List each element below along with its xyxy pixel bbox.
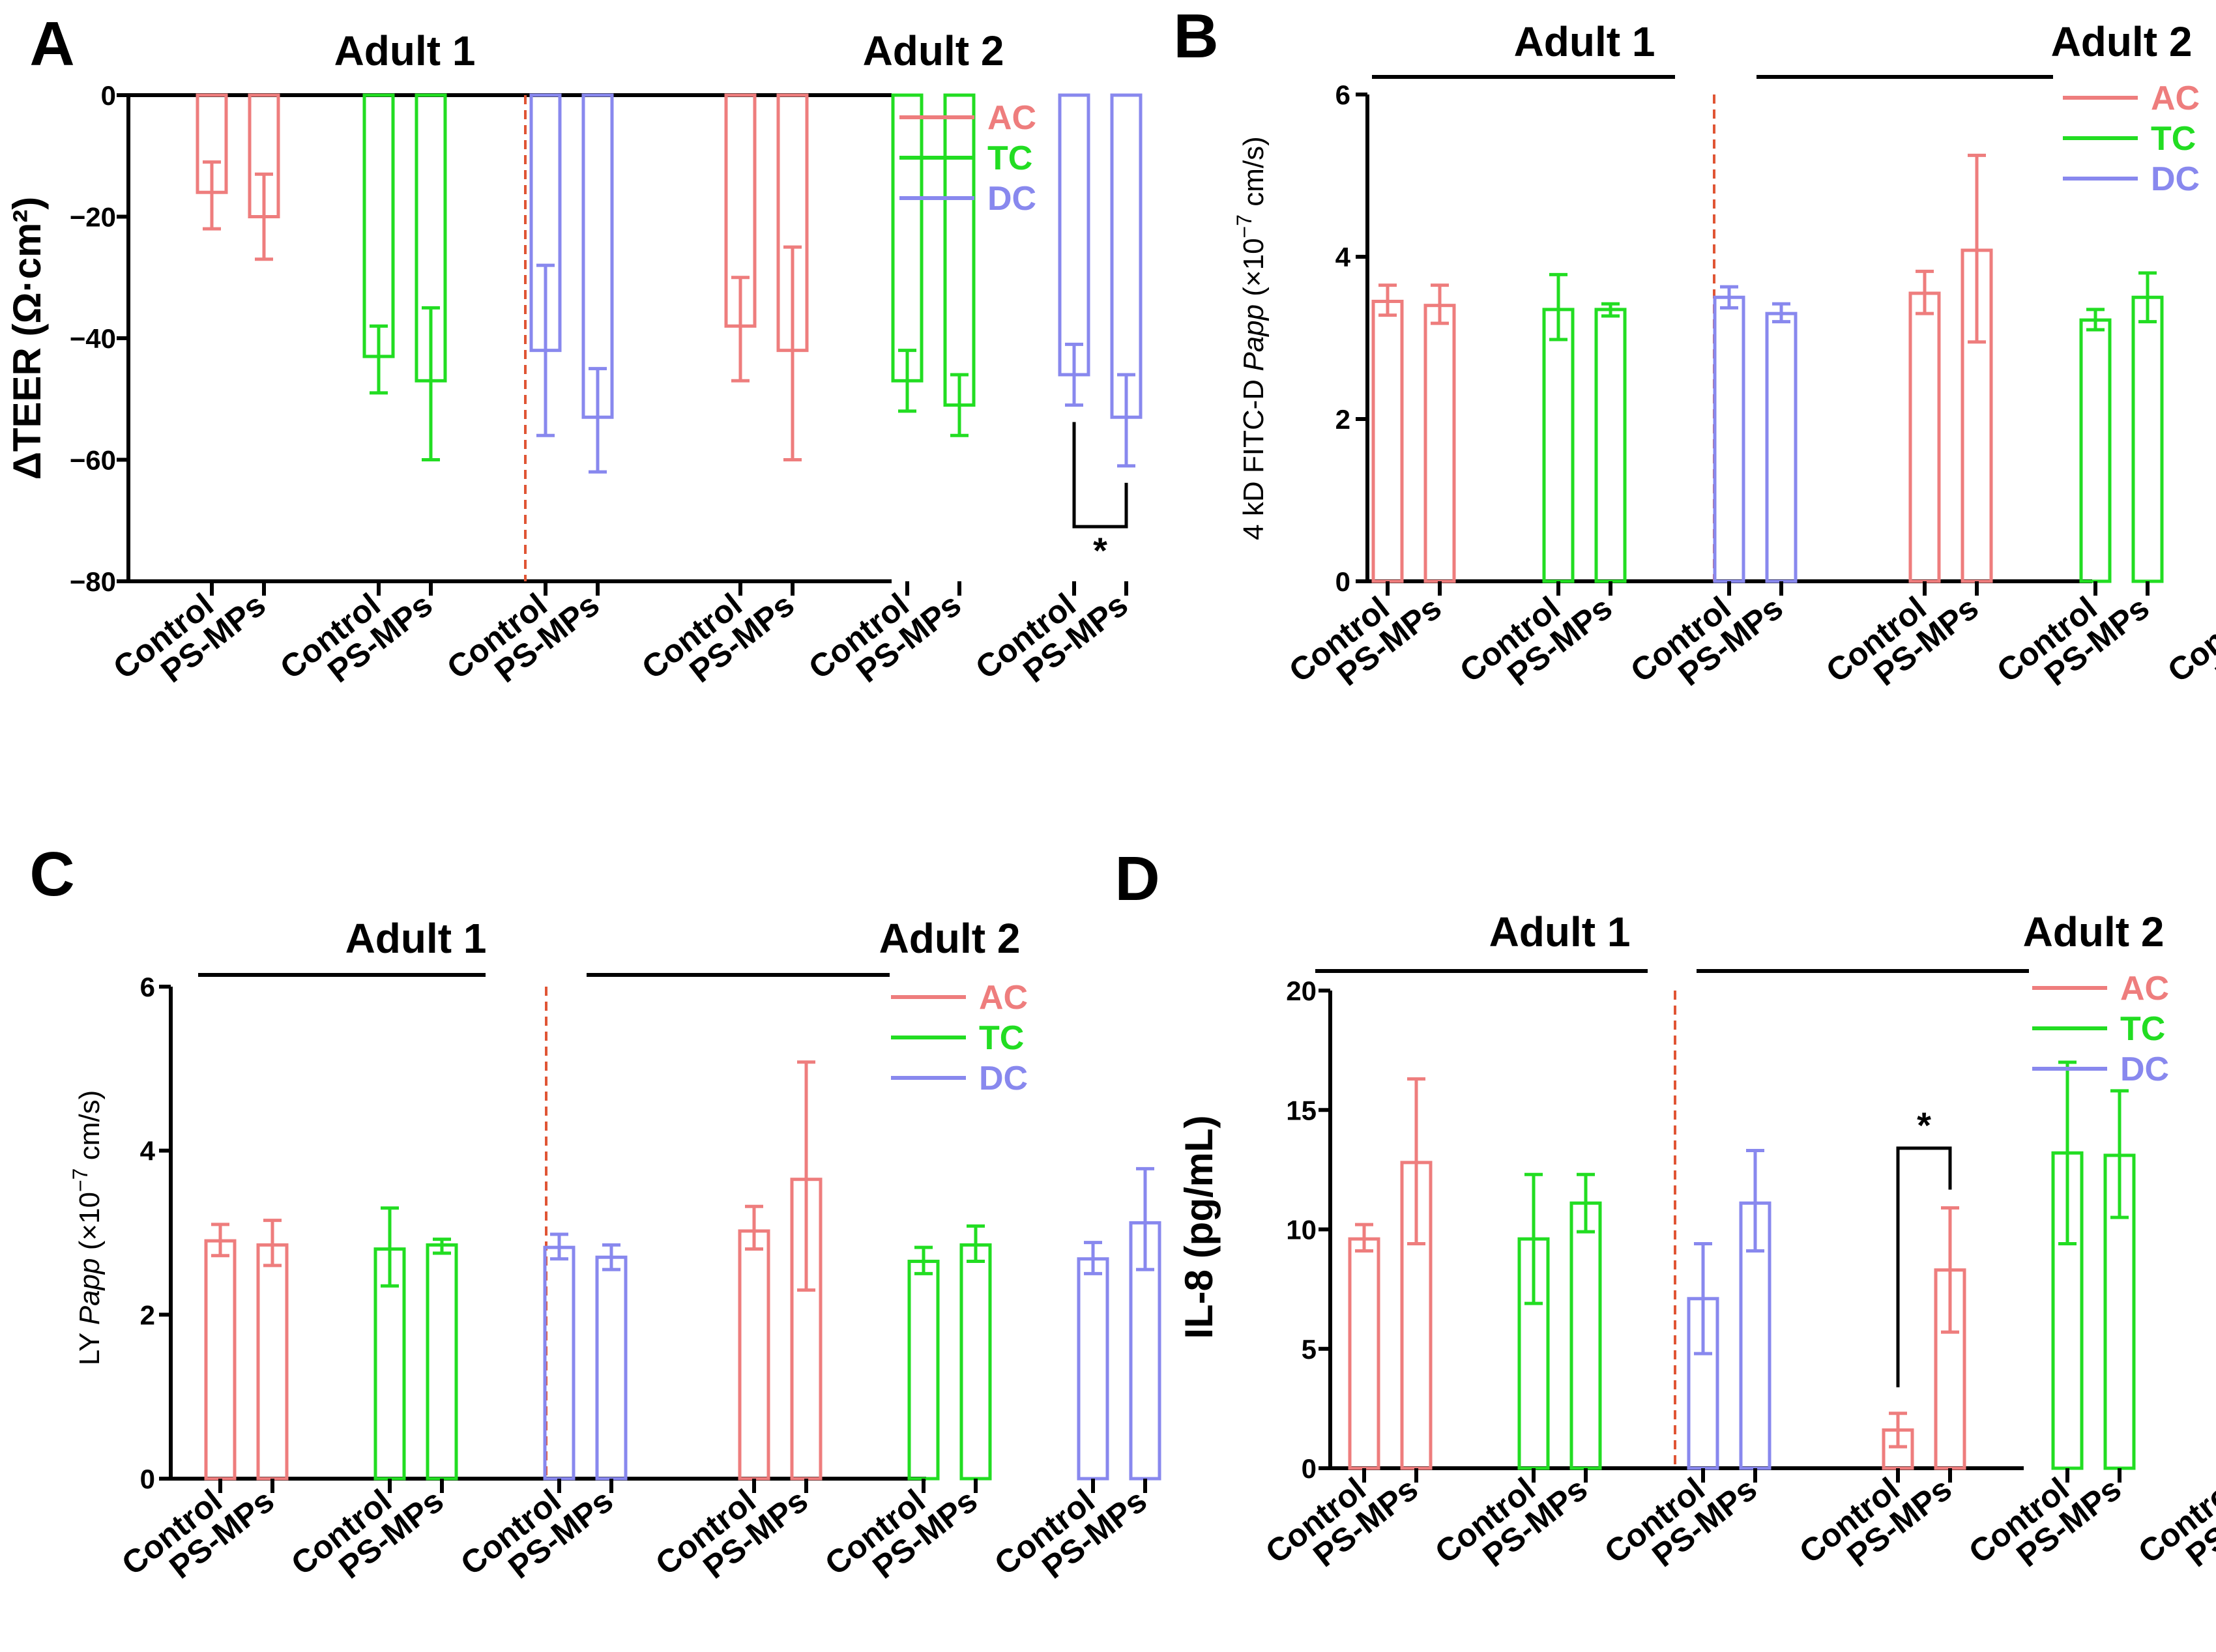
bar (2079, 318, 2112, 583)
y-tick-label: 4 (140, 1136, 156, 1167)
significance-bracket (1072, 422, 1128, 529)
group-label: Adult 2 (2051, 18, 2193, 65)
y-title-part: (×10 (74, 1192, 106, 1258)
y-axis-title: ΔTEER (Ω·cm²) (5, 197, 49, 480)
bar (943, 93, 976, 407)
y-tick-label: 0 (1335, 566, 1350, 597)
y-tick-label: 0 (140, 1464, 155, 1494)
panel-label: D (1115, 844, 1159, 914)
y-tick-label: −80 (70, 566, 116, 597)
legend-label: DC (2151, 160, 2200, 198)
y-title-superscript: −7 (1232, 214, 1256, 238)
legend-label: TC (987, 139, 1032, 177)
bar (362, 93, 395, 358)
y-tick-label: 6 (1335, 80, 1350, 110)
bar (891, 93, 924, 383)
panel-label: C (29, 839, 74, 909)
y-axis-title: LY Papp (×10−7 cm/s) (68, 1090, 106, 1366)
bar (543, 1245, 576, 1481)
bar (204, 1239, 237, 1481)
group-label: Adult 1 (1514, 18, 1655, 65)
chart-panel-b: B 0 2 4 6 4 kD FITC-D Papp (×10−7 cm/s) Adult … (1173, 1, 2216, 693)
y-tick-label: 0 (101, 80, 116, 111)
y-title-part: 4 kD FITC-D (1238, 371, 1270, 540)
group-label: Adult 2 (2023, 908, 2165, 955)
y-title-part: cm/s) (1238, 136, 1270, 214)
significance-star: * (1917, 1105, 1931, 1146)
y-title-part: cm/s) (74, 1090, 106, 1168)
group-label: Adult 1 (334, 27, 476, 74)
y-title-part: LY (74, 1325, 106, 1365)
y-title-superscript: −7 (68, 1168, 92, 1192)
y-tick-label: 10 (1286, 1215, 1317, 1245)
y-title-italic: Papp (1238, 304, 1270, 371)
y-title-italic: Papp (74, 1258, 106, 1326)
legend-label: AC (2120, 970, 2169, 1007)
bar (1542, 308, 1575, 583)
y-title-part: (×10 (1238, 238, 1270, 304)
bar (1110, 93, 1143, 419)
significance-bracket (1896, 1146, 1952, 1387)
bar (907, 1260, 940, 1481)
group-label: Adult 2 (879, 915, 1021, 962)
group-label: Adult 1 (345, 915, 487, 962)
significance-star: * (1093, 530, 1107, 571)
bar (1058, 93, 1090, 377)
y-tick-label: 15 (1286, 1095, 1317, 1125)
legend-label: DC (987, 180, 1036, 218)
y-tick-label: 2 (140, 1299, 155, 1330)
bar (1423, 304, 1456, 583)
bar (1594, 308, 1627, 583)
legend-label: DC (979, 1060, 1028, 1097)
chart-panel-a: A0 −20 −40 −60 −80 ΔTEER (Ω·cm²) Adult 1 Adult … (5, 9, 1143, 689)
bar (1765, 312, 1798, 583)
bar (1348, 1237, 1380, 1470)
y-axis-title: 4 kD FITC-D Papp (×10−7 cm/s) (1232, 136, 1270, 540)
y-tick-label: 5 (1302, 1334, 1317, 1365)
bar (959, 1243, 992, 1481)
legend-label: AC (2151, 80, 2200, 117)
bar (595, 1255, 628, 1481)
y-tick-label: −20 (70, 202, 116, 233)
y-tick-label: 0 (1302, 1453, 1317, 1484)
legend-label: TC (2120, 1010, 2165, 1048)
y-tick-label: 2 (1335, 404, 1350, 435)
legend-label: DC (2120, 1051, 2169, 1088)
y-tick-label: 4 (1335, 242, 1351, 272)
bar (1908, 291, 1941, 583)
group-label: Adult 2 (863, 27, 1004, 74)
bar (1713, 295, 1745, 583)
bar (1371, 299, 1404, 583)
legend-label: TC (979, 1019, 1024, 1057)
bar (1569, 1201, 1602, 1470)
bar (426, 1243, 458, 1481)
bar (2131, 295, 2164, 583)
legend-label: AC (979, 979, 1028, 1017)
y-tick-label: −40 (70, 323, 116, 354)
bar (256, 1243, 289, 1481)
group-label: Adult 1 (1489, 908, 1631, 955)
bar (738, 1229, 770, 1481)
legend-label: TC (2151, 120, 2196, 158)
y-tick-label: 20 (1286, 976, 1317, 1006)
y-tick-label: −60 (70, 445, 116, 476)
legend-label: AC (987, 99, 1036, 137)
y-axis-title: IL-8 (pg/mL) (1177, 1115, 1221, 1339)
panel-label: B (1173, 1, 1218, 71)
x-tick-label: Control (2161, 590, 2216, 690)
panel-label: A (29, 9, 74, 79)
y-tick-label: 6 (140, 972, 155, 1002)
bar (1077, 1257, 1109, 1481)
